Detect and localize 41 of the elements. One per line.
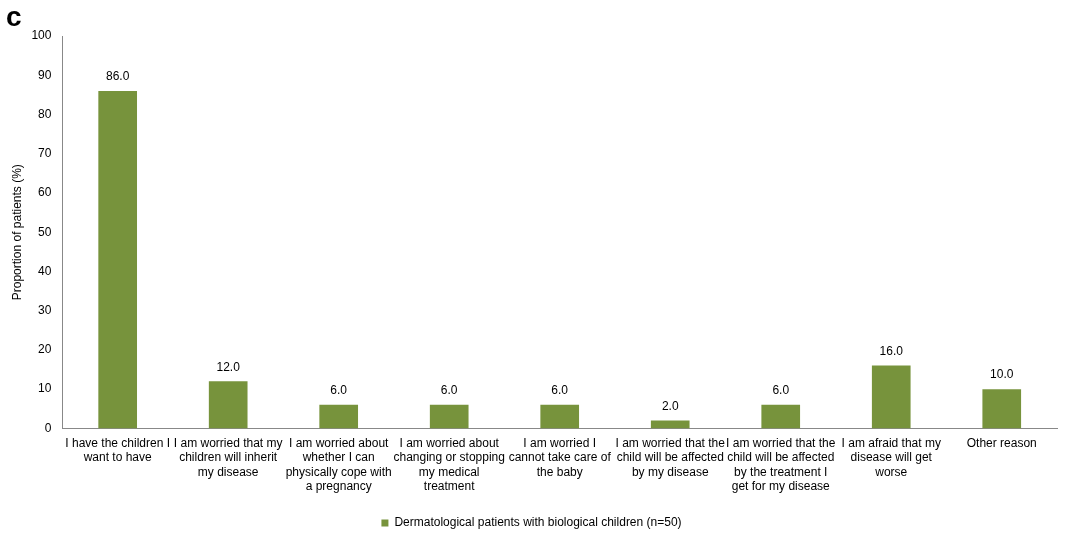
y-tick-label: 30 [38, 302, 52, 317]
bar [982, 389, 1022, 429]
bar [540, 404, 580, 429]
x-tick-label: I am worried that the child will be affected by my disease [615, 435, 726, 479]
data-label: 10.0 [990, 367, 1014, 382]
bar [208, 381, 248, 429]
data-label: 6.0 [551, 383, 569, 398]
data-label: 6.0 [330, 383, 348, 398]
y-tick-label: 10 [38, 381, 52, 396]
data-label: 6.0 [440, 383, 458, 398]
bar [650, 420, 690, 429]
y-tick-label: 80 [38, 106, 52, 121]
x-tick-label: I am worried that my children will inherit my disease [173, 435, 283, 479]
x-tick-label: Other reason [966, 435, 1037, 450]
x-tick-label: I am afraid that my disease will get worse [841, 435, 941, 479]
legend-label: Dermatological patients with biological children (n=50) [394, 515, 682, 530]
bar [319, 404, 359, 429]
data-label: 12.0 [216, 359, 241, 374]
y-tick-label: 90 [38, 67, 52, 82]
chart-title: c [6, 0, 22, 32]
data-label: 86.0 [106, 69, 130, 84]
bar [429, 404, 469, 429]
bar [871, 365, 911, 429]
x-tick-label: I am worried I cannot take care of the baby [508, 435, 612, 479]
y-axis-title: Proportion of patients (%) [9, 164, 24, 301]
y-tick-label: 100 [31, 28, 52, 43]
y-tick-label: 60 [38, 185, 52, 200]
data-label: 6.0 [772, 383, 790, 398]
data-label: 2.0 [661, 398, 679, 413]
y-tick-label: 0 [44, 420, 52, 435]
x-tick-label: I am worried about whether I can physically cope with a pregnancy [285, 435, 392, 494]
bar [761, 404, 801, 429]
y-tick-label: 50 [38, 224, 52, 239]
bar [98, 90, 138, 429]
y-tick-label: 70 [38, 146, 52, 161]
x-tick-label: I am worried about changing or stopping my medical treatment [393, 435, 505, 494]
x-tick-label: I have the children I want to have [65, 435, 171, 465]
data-label: 16.0 [879, 343, 904, 358]
y-tick-label: 20 [38, 342, 52, 357]
y-tick-label: 40 [38, 263, 52, 278]
x-tick-label: I am worried that the child will be affected by the treatment I get for my disease [726, 435, 836, 494]
